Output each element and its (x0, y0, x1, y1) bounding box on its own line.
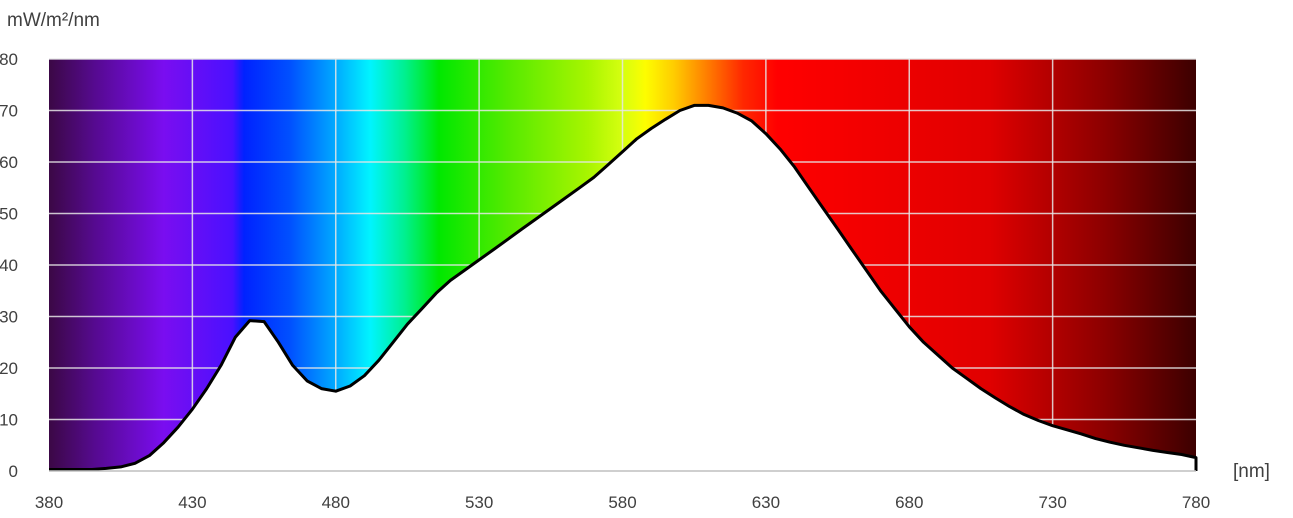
x-tick-label: 580 (608, 493, 636, 512)
x-axis-label: [nm] (1233, 461, 1270, 482)
x-tick-label: 430 (178, 493, 206, 512)
y-tick-label: 80 (0, 50, 18, 69)
y-tick-label: 70 (0, 102, 18, 121)
y-tick-label: 10 (0, 411, 18, 430)
x-tick-label: 680 (895, 493, 923, 512)
plot-area (49, 58, 1198, 472)
y-axis-label: mW/m²/nm (7, 10, 100, 31)
y-tick-label: 50 (0, 205, 18, 224)
y-tick-label: 60 (0, 153, 18, 172)
y-tick-label: 20 (0, 359, 18, 378)
y-tick-label: 40 (0, 256, 18, 275)
x-tick-label: 730 (1038, 493, 1066, 512)
x-axis-ticks: 380 430 480 530 580 630 680 730 780 (35, 493, 1210, 512)
x-tick-label: 480 (322, 493, 350, 512)
x-tick-label: 530 (465, 493, 493, 512)
x-tick-label: 380 (35, 493, 63, 512)
x-tick-label: 630 (752, 493, 780, 512)
curve-fill (49, 105, 1196, 472)
y-tick-label: 30 (0, 308, 18, 327)
spectral-curve (49, 103, 1198, 471)
x-tick-label: 780 (1182, 493, 1210, 512)
y-axis-ticks: 0 10 20 30 40 50 60 70 80 (0, 50, 18, 481)
y-tick-label: 0 (9, 462, 18, 481)
